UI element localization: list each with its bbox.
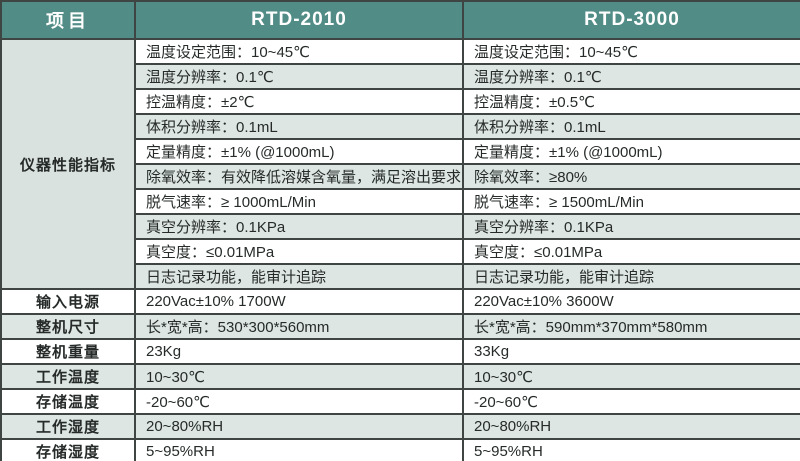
table-header: 项目 RTD-2010 RTD-3000 [0, 0, 800, 40]
value-cell-temp-range-rtd3000: 温度设定范围：10~45℃ [462, 38, 800, 65]
value-cell-degas-rate-rtd2010: 脱气速率：≥ 1000mL/Min [134, 188, 464, 215]
value-cell-temp-accuracy-rtd3000: 控温精度：±0.5℃ [462, 88, 800, 115]
value-cell-temp-resolution-rtd2010: 温度分辨率：0.1℃ [134, 63, 464, 90]
table-row: 定量精度：±1% (@1000mL) 定量精度：±1% (@1000mL) [1, 138, 800, 165]
table-row: 输入电源 220Vac±10% 1700W 220Vac±10% 3600W [0, 288, 800, 315]
row-label-weight: 整机重量 [0, 338, 136, 365]
table-row: 体积分辨率：0.1mL 体积分辨率：0.1mL [1, 113, 800, 140]
table-row: 工作湿度 20~80%RH 20~80%RH [0, 413, 800, 440]
header-row: 项目 RTD-2010 RTD-3000 [0, 0, 800, 40]
row-label-working-temp: 工作温度 [0, 363, 136, 390]
value-cell-dosing-accuracy-rtd2010: 定量精度：±1% (@1000mL) [134, 138, 464, 165]
value-cell-vacuum-degree-rtd2010: 真空度：≤0.01MPa [134, 238, 464, 265]
value-cell-vacuum-resolution-rtd2010: 真空分辨率：0.1KPa [134, 213, 464, 240]
value-cell-working-humidity-rtd3000: 20~80%RH [462, 413, 800, 440]
value-cell-logging-rtd2010: 日志记录功能，能审计追踪 [134, 263, 464, 290]
table-row: 存储湿度 5~95%RH 5~95%RH [0, 438, 800, 461]
table-row: 除氧效率：有效降低溶媒含氧量，满足溶出要求 除氧效率：≥80% [1, 163, 800, 190]
row-label-working-humidity: 工作湿度 [0, 413, 136, 440]
table-row: 控温精度：±2℃ 控温精度：±0.5℃ [1, 88, 800, 115]
value-cell-dimensions-rtd2010: 长*宽*高：530*300*560mm [134, 313, 464, 340]
row-label-dimensions: 整机尺寸 [0, 313, 136, 340]
header-cell-item: 项目 [0, 0, 136, 40]
value-cell-volume-resolution-rtd2010: 体积分辨率：0.1mL [134, 113, 464, 140]
value-cell-working-temp-rtd2010: 10~30℃ [134, 363, 464, 390]
value-cell-storage-temp-rtd2010: -20~60℃ [134, 388, 464, 415]
value-cell-input-power-rtd2010: 220Vac±10% 1700W [134, 288, 464, 315]
value-cell-temp-range-rtd2010: 温度设定范围：10~45℃ [134, 38, 464, 65]
table-row: 仪器性能指标 温度设定范围：10~45℃ 温度设定范围：10~45℃ [0, 38, 800, 290]
table-row: 日志记录功能，能审计追踪 日志记录功能，能审计追踪 [1, 263, 800, 290]
table-row: 真空度：≤0.01MPa 真空度：≤0.01MPa [1, 238, 800, 265]
value-cell-input-power-rtd3000: 220Vac±10% 3600W [462, 288, 800, 315]
table-row: 真空分辨率：0.1KPa 真空分辨率：0.1KPa [1, 213, 800, 240]
value-cell-degas-rate-rtd3000: 脱气速率：≥ 1500mL/Min [462, 188, 800, 215]
value-cell-dosing-accuracy-rtd3000: 定量精度：±1% (@1000mL) [462, 138, 800, 165]
value-cell-storage-humidity-rtd2010: 5~95%RH [134, 438, 464, 461]
table-row: 脱气速率：≥ 1000mL/Min 脱气速率：≥ 1500mL/Min [1, 188, 800, 215]
table-row: 存储温度 -20~60℃ -20~60℃ [0, 388, 800, 415]
table-row: 整机尺寸 长*宽*高：530*300*560mm 长*宽*高：590mm*370… [0, 313, 800, 340]
row-label-input-power: 输入电源 [0, 288, 136, 315]
table-row: 温度分辨率：0.1℃ 温度分辨率：0.1℃ [1, 63, 800, 90]
row-label-storage-temp: 存储温度 [0, 388, 136, 415]
header-cell-rtd2010: RTD-2010 [134, 0, 464, 40]
merged-label-performance: 仪器性能指标 [0, 38, 136, 290]
value-cell-storage-humidity-rtd3000: 5~95%RH [462, 438, 800, 461]
value-cell-vacuum-resolution-rtd3000: 真空分辨率：0.1KPa [462, 213, 800, 240]
value-cell-dimensions-rtd3000: 长*宽*高：590mm*370mm*580mm [462, 313, 800, 340]
value-cell-working-humidity-rtd2010: 20~80%RH [134, 413, 464, 440]
table-row: 整机重量 23Kg 33Kg [0, 338, 800, 365]
table-row: 工作温度 10~30℃ 10~30℃ [0, 363, 800, 390]
header-cell-rtd3000: RTD-3000 [462, 0, 800, 40]
value-cell-deoxygen-rtd3000: 除氧效率：≥80% [462, 163, 800, 190]
row-label-storage-humidity: 存储湿度 [0, 438, 136, 461]
table-body: 仪器性能指标 温度设定范围：10~45℃ 温度设定范围：10~45℃ 温度分辨率… [0, 38, 800, 461]
value-cell-temp-resolution-rtd3000: 温度分辨率：0.1℃ [462, 63, 800, 90]
value-cell-volume-resolution-rtd3000: 体积分辨率：0.1mL [462, 113, 800, 140]
value-cell-deoxygen-rtd2010: 除氧效率：有效降低溶媒含氧量，满足溶出要求 [134, 163, 464, 190]
value-cell-weight-rtd3000: 33Kg [462, 338, 800, 365]
value-cell-temp-accuracy-rtd2010: 控温精度：±2℃ [134, 88, 464, 115]
value-cell-logging-rtd3000: 日志记录功能，能审计追踪 [462, 263, 800, 290]
value-cell-weight-rtd2010: 23Kg [134, 338, 464, 365]
value-cell-storage-temp-rtd3000: -20~60℃ [462, 388, 800, 415]
value-cell-working-temp-rtd3000: 10~30℃ [462, 363, 800, 390]
value-cell-vacuum-degree-rtd3000: 真空度：≤0.01MPa [462, 238, 800, 265]
